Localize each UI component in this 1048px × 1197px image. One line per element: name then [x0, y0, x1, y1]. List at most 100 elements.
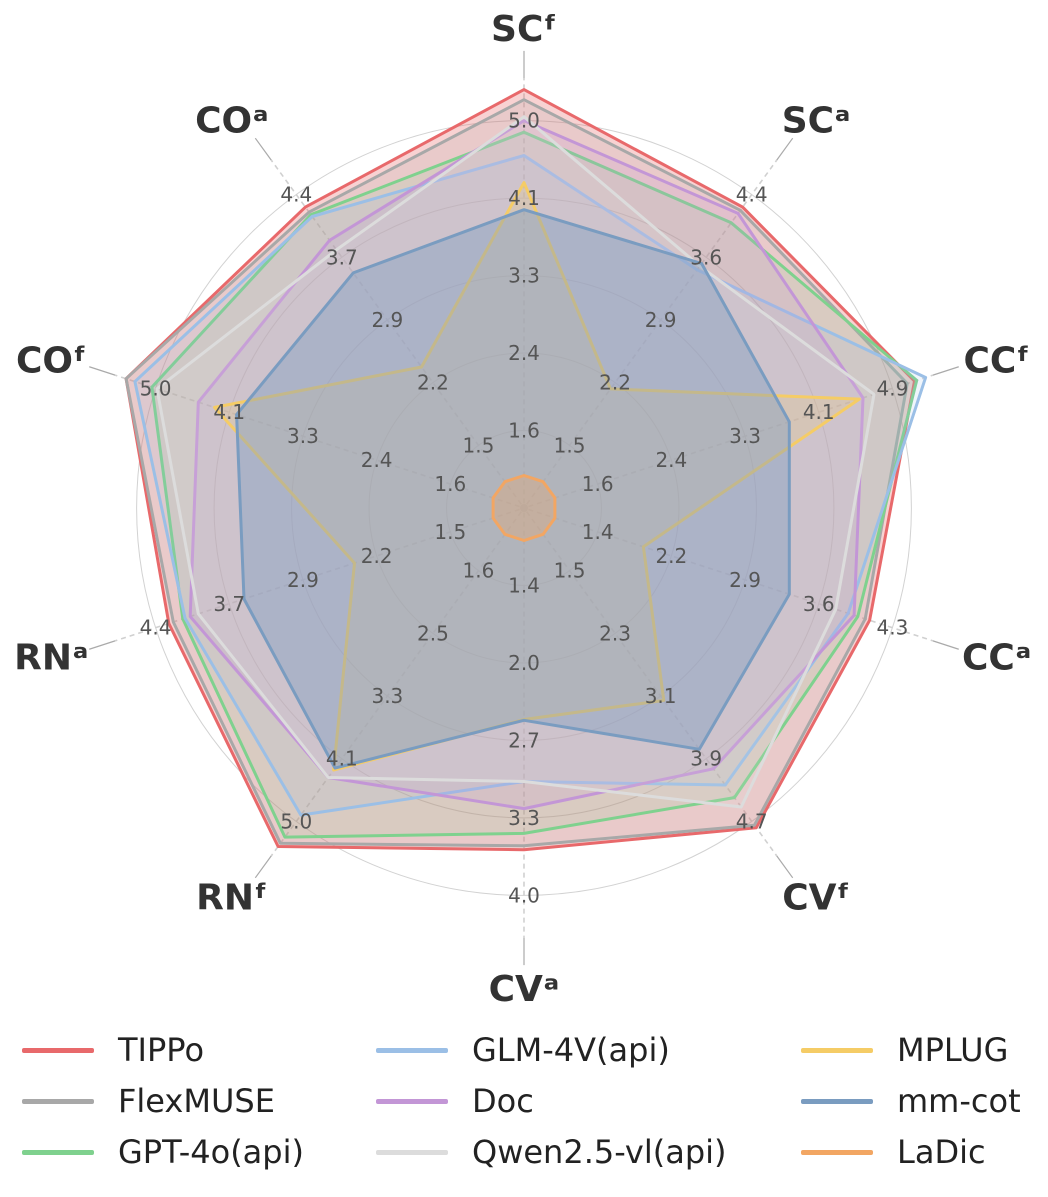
legend-item: GPT-4o(api)	[22, 1132, 304, 1172]
axis-title: CVᵃ	[489, 969, 560, 1010]
radar-axis-titles: SCᶠ SCᵃ CCᶠ CCᵃ CVᶠ CVᵃ RNᶠ RNᵃ COᶠ COᵃ	[14, 9, 1031, 1010]
grid-ring	[368, 352, 680, 664]
tick-label: 2.9	[287, 568, 319, 592]
axis-spoke	[528, 374, 934, 508]
tick-label: 1.6	[508, 419, 540, 443]
legend-label: mm-cot	[897, 1082, 1021, 1120]
tick-label: 2.2	[599, 371, 631, 395]
tick-label: 4.4	[736, 183, 768, 207]
legend-label: MPLUG	[897, 1031, 1009, 1069]
axis-tick-mark	[254, 855, 272, 879]
axis-title: CCᶠ	[963, 341, 1029, 382]
axis-tick-mark	[89, 640, 116, 650]
tick-label: 2.9	[371, 308, 403, 332]
axis-tick-mark	[932, 640, 959, 650]
tick-label: 3.7	[326, 245, 358, 269]
tick-label: 1.6	[434, 472, 466, 496]
radar-series	[124, 88, 928, 852]
legend-label: LaDic	[897, 1133, 986, 1171]
tick-label: 3.6	[803, 592, 835, 616]
tick-label: 3.9	[690, 747, 722, 771]
legend-swatch	[801, 1098, 873, 1104]
legend-swatch	[801, 1149, 873, 1155]
tick-label: 4.7	[736, 809, 768, 833]
axis-title: SCᵃ	[782, 101, 851, 142]
legend-label: FlexMUSE	[118, 1082, 275, 1120]
legend-swatch	[22, 1047, 94, 1053]
legend-swatch	[22, 1149, 94, 1155]
tick-label: 4.9	[877, 376, 909, 400]
tick-label: 4.1	[326, 747, 358, 771]
tick-label: 2.2	[361, 544, 393, 568]
legend-item: MPLUG	[801, 1030, 1008, 1070]
legend-swatch	[376, 1149, 448, 1155]
legend-item: Qwen2.5-vl(api)	[376, 1132, 727, 1172]
tick-label: 2.3	[599, 621, 631, 645]
radar-center	[520, 504, 528, 512]
axis-tick-mark	[89, 366, 116, 376]
legend-item: LaDic	[801, 1132, 986, 1172]
axis-title: CCᵃ	[962, 637, 1031, 678]
legend-swatch	[376, 1098, 448, 1104]
legend-label: Qwen2.5-vl(api)	[472, 1133, 727, 1171]
chart-legend: TIPPo FlexMUSE GPT-4o(api) GLM-4V(api) Doc Qw…	[0, 1030, 1048, 1190]
tick-label: 2.2	[417, 371, 449, 395]
tick-label: 2.4	[655, 448, 687, 472]
legend-label: GPT-4o(api)	[118, 1133, 304, 1171]
tick-label: 3.1	[645, 684, 677, 708]
tick-label: 1.6	[582, 472, 614, 496]
radar-chart: 1.6 2.4 3.3 4.1 5.0 1.5 2.2 2.9 3.6 4.4 1.6 2.4 3.3 4…	[14, 9, 1031, 1010]
axis-spoke	[270, 511, 522, 857]
tick-label: 4.4	[280, 183, 312, 207]
legend-swatch	[22, 1098, 94, 1104]
series-polygon-mm-cot	[235, 208, 791, 770]
legend-item: Doc	[376, 1081, 534, 1121]
tick-label: 1.4	[582, 520, 614, 544]
legend-swatch	[376, 1047, 448, 1053]
tick-label: 1.5	[554, 433, 586, 457]
series-polygon-doc	[188, 119, 865, 811]
legend-label: Doc	[472, 1082, 534, 1120]
tick-label: 2.9	[729, 568, 761, 592]
tick-label: 2.4	[361, 448, 393, 472]
tick-label: 3.3	[371, 684, 403, 708]
axis-spoke	[114, 374, 520, 508]
axis-title: COᶠ	[16, 341, 87, 382]
legend-item: GLM-4V(api)	[376, 1030, 670, 1070]
tick-label: 5.0	[280, 809, 312, 833]
tick-label: 3.3	[508, 264, 540, 288]
tick-label: 4.1	[213, 400, 245, 424]
tick-label: 1.6	[463, 559, 495, 583]
tick-label: 2.0	[508, 651, 540, 675]
tick-label: 2.4	[508, 341, 540, 365]
axis-tick-mark	[776, 137, 794, 161]
axis-title: RNᵃ	[14, 637, 88, 678]
axis-title: COᵃ	[195, 101, 269, 142]
series-polygon-ladic	[491, 474, 557, 542]
tick-label: 3.6	[690, 245, 722, 269]
tick-label: 4.0	[508, 883, 540, 907]
tick-label: 2.5	[417, 621, 449, 645]
axis-title: RNᶠ	[196, 877, 267, 918]
tick-label: 3.3	[508, 806, 540, 830]
legend-item: FlexMUSE	[22, 1081, 275, 1121]
axis-title: SCᶠ	[491, 9, 557, 50]
tick-label: 3.7	[213, 592, 245, 616]
axis-tick-mark	[776, 855, 794, 879]
axis-title: CVᶠ	[782, 877, 850, 918]
legend-label: TIPPo	[118, 1031, 205, 1069]
tick-label: 2.9	[645, 308, 677, 332]
tick-label: 4.4	[140, 616, 172, 640]
legend-item: mm-cot	[801, 1081, 1021, 1121]
tick-label: 2.2	[655, 544, 687, 568]
tick-label: 4.1	[508, 186, 540, 210]
radar-tick-labels: 1.6 2.4 3.3 4.1 5.0 1.5 2.2 2.9 3.6 4.4 1.6 2.4 3.3 4…	[140, 109, 909, 908]
grid-ring	[213, 197, 835, 819]
tick-label: 4.3	[877, 616, 909, 640]
tick-label: 2.7	[508, 728, 540, 752]
series-polygon-qwen2-5-vl-api	[155, 115, 876, 809]
tick-label: 5.0	[140, 376, 172, 400]
tick-label: 3.3	[287, 424, 319, 448]
axis-tick-mark	[254, 137, 272, 161]
legend-swatch	[801, 1047, 873, 1053]
